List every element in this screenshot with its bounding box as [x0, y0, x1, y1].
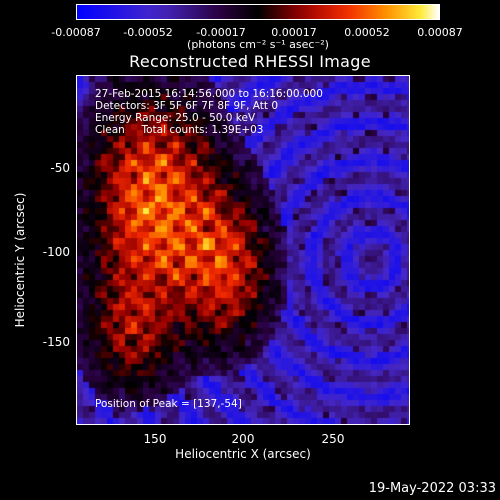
x-axis-label: Heliocentric X (arcsec): [175, 447, 311, 461]
y-tick-label: -150: [42, 335, 70, 349]
annotation-time: 27-Feb-2015 16:14:56.000 to 16:16:00.000: [95, 88, 323, 100]
colorbar-tick: -0.00087: [51, 26, 101, 39]
annotation-detectors: Detectors: 3F 5F 6F 7F 8F 9F, Att 0: [95, 100, 279, 112]
colorbar-unit: (photons cm⁻² s⁻¹ asec⁻²): [187, 38, 329, 51]
colorbar-tick: 0.00017: [271, 26, 317, 39]
x-tick-label: 150: [143, 432, 167, 446]
colorbar: [76, 4, 440, 20]
annotation-counts: Clean Total counts: 1.39E+03: [95, 124, 264, 136]
y-tick-label: -50: [50, 161, 70, 175]
annotation-peak: Position of Peak = [137,-54]: [95, 398, 242, 410]
colorbar-tick: -0.00052: [123, 26, 173, 39]
y-tick-label: -100: [42, 245, 70, 259]
colorbar-tick: 0.00087: [417, 26, 463, 39]
plot-title: Reconstructed RHESSI Image: [129, 52, 371, 71]
rhessi-image-map: [77, 76, 409, 424]
y-axis-label: Heliocentric Y (arcsec): [13, 192, 27, 328]
x-tick-label: 250: [321, 432, 345, 446]
annotation-energy: Energy Range: 25.0 - 50.0 keV: [95, 112, 256, 124]
datestamp: 19-May-2022 03:33: [368, 481, 496, 496]
colorbar-tick: 0.00052: [344, 26, 390, 39]
x-tick-label: 200: [231, 432, 255, 446]
colorbar-tick: -0.00017: [196, 26, 246, 39]
image-plot: 27-Feb-2015 16:14:56.000 to 16:16:00.000…: [76, 75, 410, 425]
